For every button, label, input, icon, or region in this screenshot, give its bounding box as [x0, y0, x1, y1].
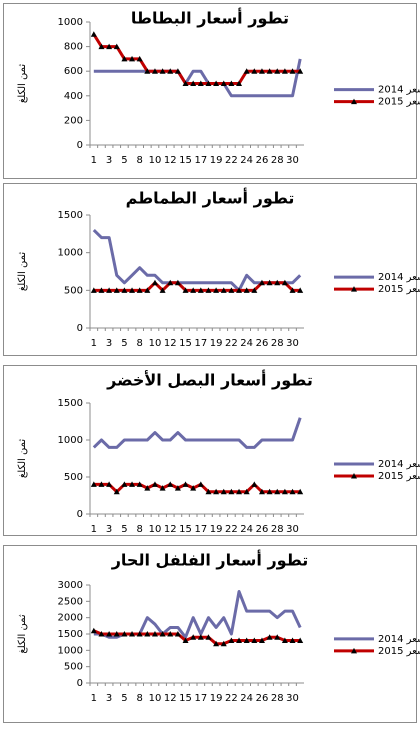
- y-tick-label: 400: [64, 91, 83, 102]
- x-tick-label: 3: [106, 524, 112, 535]
- y-tick-label: 2500: [58, 596, 83, 607]
- x-tick-label: 19: [210, 524, 223, 535]
- x-tick-label: 19: [210, 155, 223, 166]
- chart-title: تطور أسعار الطماطم: [126, 188, 295, 208]
- x-tick-label: 30: [286, 338, 299, 349]
- y-tick-label: 200: [64, 115, 83, 126]
- chart-title: تطور أسعار الفلفل الحار: [111, 550, 309, 570]
- line-chart: تطور أسعار البطاطا 0 200 400 600 800 1000 ثمن ا…: [4, 4, 420, 179]
- x-tick-label: 15: [179, 524, 192, 535]
- line-chart: تطور أسعار الفلفل الحار 0 500 1000 1500 2000 2…: [4, 546, 420, 723]
- x-tick-label: 22: [225, 693, 238, 704]
- y-tick-label: 1000: [58, 435, 83, 446]
- x-tick-label: 8: [136, 338, 142, 349]
- x-tick-label: 12: [164, 155, 177, 166]
- y-tick-label: 500: [64, 662, 83, 673]
- x-tick-label: 22: [225, 155, 238, 166]
- legend-label: السعر 2014: [378, 634, 420, 645]
- x-tick-label: 28: [271, 524, 284, 535]
- legend-label: السعر 2015: [378, 284, 420, 295]
- y-tick-label: 1500: [58, 210, 83, 221]
- chart-title: تطور أسعار البصل الأخضر: [106, 370, 313, 390]
- x-tick-label: 3: [106, 338, 112, 349]
- x-tick-label: 24: [240, 155, 253, 166]
- x-tick-label: 12: [164, 338, 177, 349]
- line-chart: تطور أسعار البصل الأخضر 0 500 1000 1500 ثمن ا…: [4, 366, 420, 536]
- x-tick-label: 5: [121, 693, 127, 704]
- x-tick-label: 24: [240, 338, 253, 349]
- y-tick-label: 0: [77, 678, 83, 689]
- y-tick-label: 0: [77, 509, 83, 520]
- x-tick-label: 26: [256, 524, 269, 535]
- x-tick-label: 26: [256, 155, 269, 166]
- x-tick-label: 15: [179, 693, 192, 704]
- y-axis-label: ثمن الكلغ: [17, 64, 28, 104]
- x-tick-label: 1: [91, 338, 97, 349]
- x-tick-label: 30: [286, 693, 299, 704]
- x-tick-label: 10: [149, 524, 162, 535]
- x-tick-label: 24: [240, 693, 253, 704]
- y-tick-label: 3000: [58, 580, 83, 591]
- legend-label: السعر 2015: [378, 471, 420, 482]
- legend-label: السعر 2014: [378, 459, 420, 470]
- y-tick-label: 1000: [58, 248, 83, 259]
- x-tick-label: 17: [194, 693, 207, 704]
- x-tick-label: 8: [136, 693, 142, 704]
- x-tick-label: 5: [121, 155, 127, 166]
- legend-label: السعر 2015: [378, 97, 420, 108]
- y-axis-label: ثمن الكلغ: [17, 614, 28, 654]
- x-tick-label: 1: [91, 693, 97, 704]
- x-tick-label: 10: [149, 693, 162, 704]
- x-tick-label: 28: [271, 338, 284, 349]
- x-tick-label: 30: [286, 155, 299, 166]
- x-tick-label: 10: [149, 338, 162, 349]
- y-tick-label: 500: [64, 285, 83, 296]
- y-tick-label: 2000: [58, 613, 83, 624]
- x-tick-label: 5: [121, 524, 127, 535]
- x-tick-label: 1: [91, 155, 97, 166]
- x-tick-label: 12: [164, 693, 177, 704]
- y-tick-label: 800: [64, 42, 83, 53]
- x-tick-label: 8: [136, 155, 142, 166]
- x-tick-label: 24: [240, 524, 253, 535]
- x-tick-label: 5: [121, 338, 127, 349]
- chart-title: تطور أسعار البطاطا: [131, 8, 289, 28]
- x-tick-label: 30: [286, 524, 299, 535]
- y-tick-label: 500: [64, 472, 83, 483]
- x-tick-label: 28: [271, 693, 284, 704]
- x-tick-label: 3: [106, 155, 112, 166]
- x-tick-label: 19: [210, 693, 223, 704]
- x-tick-label: 22: [225, 524, 238, 535]
- x-tick-label: 28: [271, 155, 284, 166]
- x-tick-label: 17: [194, 155, 207, 166]
- x-tick-label: 8: [136, 524, 142, 535]
- x-tick-label: 10: [149, 155, 162, 166]
- y-tick-label: 1000: [58, 645, 83, 656]
- x-tick-label: 26: [256, 338, 269, 349]
- x-tick-label: 15: [179, 155, 192, 166]
- x-tick-label: 22: [225, 338, 238, 349]
- y-tick-label: 600: [64, 66, 83, 77]
- legend-label: السعر 2014: [378, 85, 420, 96]
- chart-frame: [4, 366, 417, 536]
- y-tick-label: 1500: [58, 398, 83, 409]
- x-tick-label: 15: [179, 338, 192, 349]
- x-tick-label: 17: [194, 524, 207, 535]
- legend-label: السعر 2014: [378, 272, 420, 283]
- x-tick-label: 3: [106, 693, 112, 704]
- x-tick-label: 26: [256, 693, 269, 704]
- y-axis-label: ثمن الكلغ: [17, 252, 28, 292]
- x-tick-label: 12: [164, 524, 177, 535]
- y-tick-label: 1000: [58, 17, 83, 28]
- y-axis-label: ثمن الكلغ: [17, 439, 28, 479]
- x-tick-label: 1: [91, 524, 97, 535]
- x-tick-label: 17: [194, 338, 207, 349]
- y-tick-label: 0: [77, 140, 83, 151]
- line-chart: تطور أسعار الطماطم 0 500 1000 1500 ثمن الكلغ 1…: [4, 184, 420, 356]
- x-tick-label: 19: [210, 338, 223, 349]
- y-tick-label: 1500: [58, 629, 83, 640]
- legend-label: السعر 2015: [378, 646, 420, 657]
- y-tick-label: 0: [77, 323, 83, 334]
